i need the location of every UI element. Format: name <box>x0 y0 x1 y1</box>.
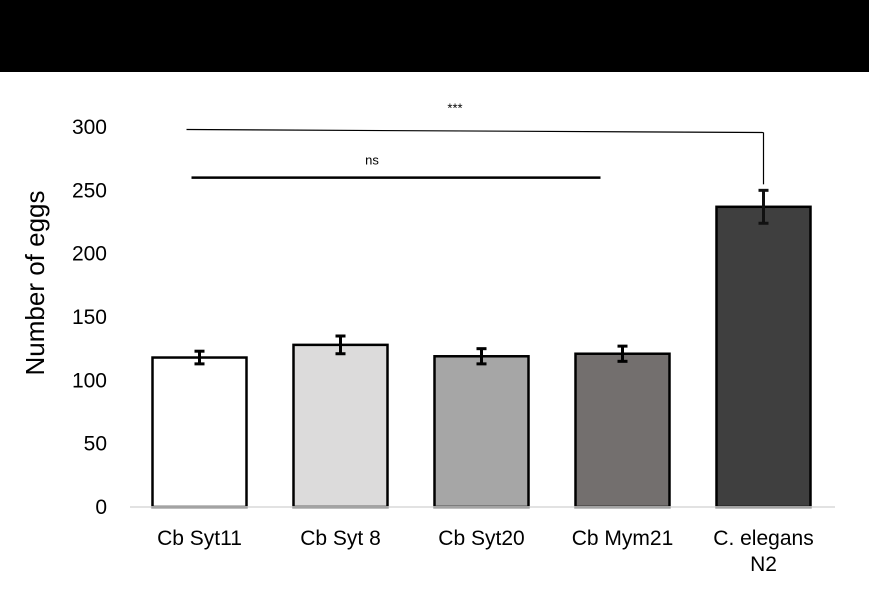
bar <box>715 205 812 509</box>
header-band <box>0 0 869 72</box>
category-label: Cb Syt 8 <box>300 527 381 550</box>
bar <box>151 356 248 509</box>
significance-line <box>186 128 764 134</box>
y-tick-label: 50 <box>84 433 107 456</box>
bar <box>292 343 389 509</box>
y-tick-label: 250 <box>72 179 107 202</box>
category-labels: Cb Syt11 Cb Syt 8 Cb Syt20 Cb Mym21 C. elega… <box>157 527 814 576</box>
category-label: Cb Syt20 <box>438 527 524 550</box>
bars <box>151 205 812 509</box>
significance-brackets: *** ns <box>186 101 765 185</box>
category-label: Cb Mym21 <box>572 527 674 550</box>
y-tick-label: 200 <box>72 243 107 266</box>
y-tick-label: 300 <box>72 116 107 139</box>
significance-label: *** <box>447 101 462 116</box>
significance-label: ns <box>365 153 379 168</box>
y-tick-label: 0 <box>95 496 107 519</box>
bar <box>433 355 530 509</box>
category-label: Cb Syt11 <box>157 527 242 550</box>
bar <box>574 352 671 509</box>
y-axis-ticks: 0 50 100 150 200 250 300 <box>72 116 107 519</box>
y-axis-title: Number of eggs <box>20 191 50 376</box>
y-tick-label: 150 <box>72 306 107 329</box>
category-label: C. elegans <box>713 527 813 550</box>
y-tick-label: 100 <box>72 369 107 392</box>
error-bars <box>194 188 769 366</box>
category-label: N2 <box>750 553 777 576</box>
